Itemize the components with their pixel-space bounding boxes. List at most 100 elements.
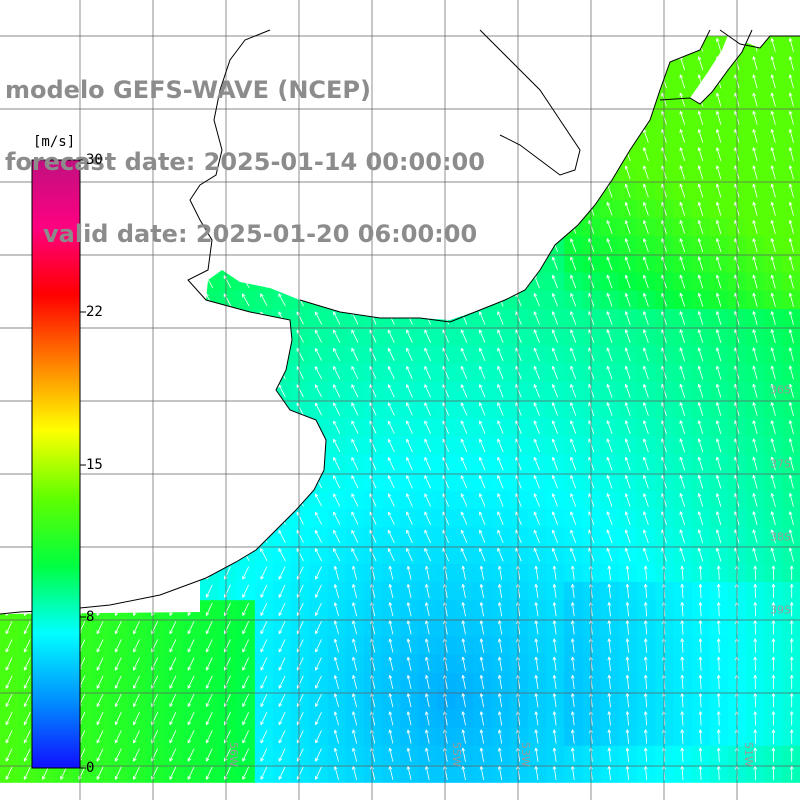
wind-arrow-head — [753, 220, 756, 224]
wind-arrow — [771, 329, 776, 344]
wind-arrow-head — [752, 420, 754, 425]
wind-arrow — [771, 402, 776, 416]
wind-arrow-head — [534, 438, 538, 442]
wind-arrow-head — [351, 438, 355, 442]
wind-arrow-head — [388, 438, 392, 442]
wind-arrow-head — [643, 165, 647, 169]
speed-cell — [782, 290, 800, 310]
wind-arrow — [753, 220, 758, 234]
wind-arrow-head — [770, 38, 772, 42]
wind-arrow-head — [479, 438, 483, 442]
wind-arrow — [771, 456, 776, 471]
wind-arrow-head — [698, 201, 702, 206]
wind-arrow-head — [643, 438, 647, 442]
wind-arrow-head — [570, 438, 574, 442]
wind-arrow-head — [770, 147, 772, 152]
wind-arrow — [241, 293, 250, 307]
wind-arrow-head — [625, 202, 629, 206]
wind-arrow-head — [753, 365, 756, 369]
wind-arrow-head — [715, 329, 718, 334]
wind-arrow-head — [607, 256, 611, 260]
wind-arrow-head — [734, 402, 736, 406]
wind-arrow-head — [734, 238, 736, 243]
wind-arrow-head — [716, 420, 720, 424]
wind-arrow — [552, 366, 558, 380]
wind-arrow-head — [788, 129, 791, 133]
wind-arrow-head — [497, 438, 501, 442]
wind-arrow-head — [716, 165, 720, 169]
wind-arrow — [278, 384, 286, 398]
wind-arrow-head — [534, 384, 538, 388]
wind-arrow — [698, 293, 704, 307]
wind-arrow — [442, 420, 450, 434]
wind-arrow-head — [771, 292, 775, 297]
wind-arrow — [570, 275, 577, 289]
wind-arrow-head — [716, 438, 720, 442]
wind-arrow — [424, 366, 431, 380]
wind-arrow-head — [570, 365, 574, 369]
wind-arrow-head — [752, 402, 754, 406]
wind-arrow-head — [697, 220, 699, 224]
wind-arrow — [698, 220, 704, 234]
speed-cell — [782, 436, 800, 456]
wind-arrow — [588, 274, 595, 289]
wind-arrow-head — [607, 293, 611, 297]
wind-arrow-head — [424, 438, 428, 442]
wind-arrow-head — [278, 293, 282, 297]
wind-arrow — [570, 329, 577, 343]
wind-arrow-head — [607, 384, 611, 388]
wind-arrow-head — [771, 92, 775, 96]
wind-arrow-head — [697, 293, 699, 297]
wind-arrow-head — [680, 74, 684, 78]
wind-arrow-head — [770, 274, 772, 279]
wind-arrow — [460, 402, 468, 416]
wind-arrow — [679, 365, 686, 380]
wind-arrow — [570, 238, 577, 252]
wind-arrow — [387, 420, 395, 434]
wind-arrow — [606, 311, 613, 325]
wind-arrow-head — [461, 384, 465, 388]
wind-arrow-head — [734, 456, 736, 461]
wind-arrow-head — [698, 365, 702, 369]
wind-arrow — [552, 438, 558, 453]
wind-arrow-head — [315, 329, 319, 333]
wind-arrow-head — [552, 311, 556, 315]
wind-arrow — [552, 256, 558, 271]
wind-arrow — [333, 311, 341, 325]
wind-arrow-head — [698, 183, 702, 187]
wind-arrow — [753, 256, 758, 271]
wind-arrow-head — [680, 292, 684, 297]
wind-arrow — [515, 420, 522, 434]
wind-arrow — [679, 165, 686, 180]
wind-arrow-head — [625, 238, 629, 242]
wind-arrow-head — [333, 438, 337, 442]
wind-arrow-head — [351, 329, 355, 333]
wind-arrow — [515, 384, 522, 398]
wind-arrow-head — [643, 293, 647, 297]
wind-arrow — [789, 383, 794, 398]
wind-arrow-head — [698, 110, 702, 115]
wind-arrow — [716, 202, 722, 216]
wind-arrow — [387, 402, 395, 416]
wind-arrow-head — [424, 347, 428, 351]
wind-arrow-head — [643, 202, 647, 206]
wind-arrow-head — [715, 165, 718, 170]
wind-arrow-head — [661, 147, 663, 152]
wind-arrow — [679, 311, 686, 325]
wind-arrow — [679, 256, 686, 271]
wind-arrow-head — [789, 274, 793, 278]
wind-arrow-head — [752, 111, 754, 115]
wind-arrow — [588, 402, 595, 416]
wind-arrow — [606, 347, 613, 362]
wind-arrow-head — [752, 293, 754, 297]
wind-arrow-head — [770, 347, 772, 352]
wind-arrow-head — [625, 402, 629, 406]
wind-arrow — [753, 92, 758, 107]
wind-arrow — [625, 384, 631, 398]
wind-arrow-head — [223, 275, 228, 278]
wind-arrow — [753, 274, 758, 289]
wind-arrow-head — [424, 402, 428, 406]
wind-arrow-head — [497, 365, 501, 369]
wind-arrow-head — [406, 365, 410, 369]
wind-arrow-head — [771, 110, 775, 115]
